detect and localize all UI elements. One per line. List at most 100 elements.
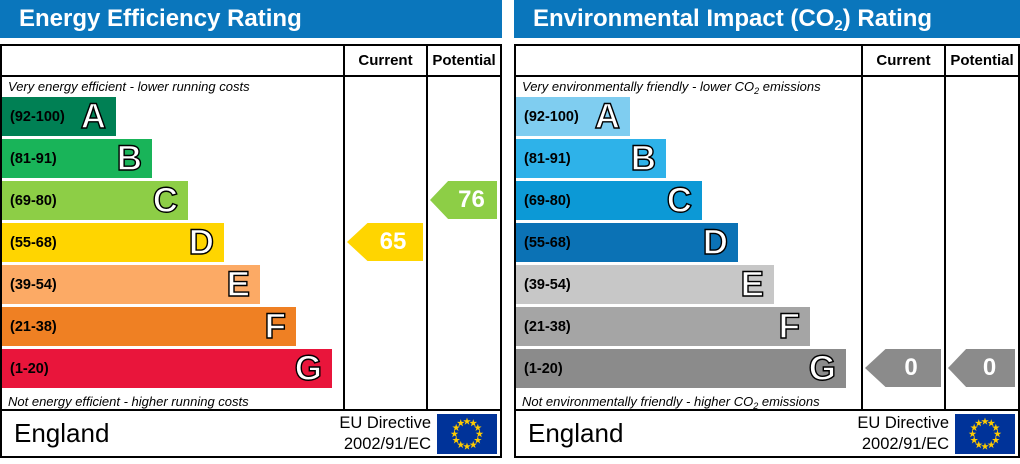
- band-letter: D: [188, 222, 215, 262]
- energy-table-header-row: Current Potential: [2, 46, 500, 77]
- band-letter: C: [666, 180, 693, 220]
- band-range-label: (55-68): [10, 234, 57, 251]
- co2-current-column: 0: [861, 77, 944, 409]
- co2-potential-rating-value: 0: [982, 354, 997, 381]
- energy-bottom-note: Not energy efficient - higher running co…: [2, 391, 343, 409]
- energy-current-column: 65: [343, 77, 426, 409]
- band-letter: B: [630, 138, 657, 178]
- co2-band-row-b: (81-91) B: [516, 138, 861, 181]
- co2-band-bar-c: (69-80) C: [516, 180, 702, 221]
- co2-top-note-sub: 2: [754, 86, 760, 96]
- co2-bottom-note-sub: 2: [753, 401, 759, 409]
- eu-directive-line1: EU Directive: [857, 414, 949, 433]
- eu-directive-line2: 2002/91/EC: [343, 434, 431, 453]
- co2-current-rating-value: 0: [904, 354, 918, 381]
- co2-table-footer: England EU Directive 2002/91/EC: [516, 409, 1018, 456]
- energy-band-bar-a: (92-100) A: [2, 96, 116, 137]
- energy-band-row-c: (69-80) C: [2, 180, 343, 223]
- co2-band-row-c: (69-80) C: [516, 180, 861, 223]
- band-range-label: (92-100): [524, 108, 579, 125]
- band-letter: F: [264, 306, 287, 346]
- co2-top-note-text: Very environmentally friendly - lower CO: [522, 79, 755, 94]
- co2-potential-column-header: Potential: [944, 46, 1018, 75]
- co2-band-row-f: (21-38) F: [516, 306, 861, 349]
- band-letter: A: [594, 96, 621, 136]
- energy-potential-column-header: Potential: [426, 46, 500, 75]
- co2-band-row-a: (92-100) A: [516, 96, 861, 139]
- band-range-label: (81-91): [10, 150, 57, 167]
- energy-potential-column: 76: [426, 77, 500, 409]
- band-range-label: (81-91): [524, 150, 571, 167]
- panel-title-text: Environmental Impact (CO: [533, 5, 835, 32]
- co2-table-header-row: Current Potential: [516, 46, 1018, 77]
- band-letter: G: [294, 348, 323, 388]
- energy-table-footer: England EU Directive 2002/91/EC: [2, 409, 500, 456]
- co2-potential-column: 0: [944, 77, 1018, 409]
- co2-table-body: Very environmentally friendly - lower CO…: [516, 77, 1018, 409]
- co2-band-bar-a: (92-100) A: [516, 96, 630, 137]
- energy-band-row-a: (92-100) A: [2, 96, 343, 139]
- energy-band-chart: Very energy efficient - lower running co…: [2, 77, 343, 409]
- eu-flag-icon: [955, 413, 1015, 454]
- co2-bottom-note-post: emissions: [758, 394, 820, 409]
- co2-band-bar-e: (39-54) E: [516, 264, 774, 305]
- co2-band-row-d: (55-68) D: [516, 222, 861, 265]
- energy-rating-table: Current Potential Very energy efficient …: [0, 44, 502, 458]
- band-range-label: (1-20): [524, 360, 563, 377]
- band-range-label: (1-20): [10, 360, 49, 377]
- eu-directive-line1: EU Directive: [339, 414, 431, 433]
- energy-band-row-e: (39-54) E: [2, 264, 343, 307]
- band-letter: F: [778, 306, 801, 346]
- co2-band-row-g: (1-20) G: [516, 348, 861, 391]
- co2-band-bar-g: (1-20) G: [516, 348, 846, 389]
- co2-current-rating-arrow: 0: [865, 349, 941, 387]
- band-range-label: (39-54): [524, 276, 571, 293]
- energy-top-note: Very energy efficient - lower running co…: [2, 77, 343, 97]
- co2-potential-rating-arrow: 0: [948, 349, 1015, 387]
- energy-band-row-d: (55-68) D: [2, 222, 343, 265]
- energy-bottom-note-text: Not energy efficient - higher running co…: [8, 394, 249, 409]
- co2-band-row-e: (39-54) E: [516, 264, 861, 307]
- band-letter: G: [808, 348, 837, 388]
- energy-band-bar-g: (1-20) G: [2, 348, 332, 389]
- energy-current-column-header: Current: [343, 46, 426, 75]
- band-letter: C: [152, 180, 179, 220]
- environmental-impact-panel: Environmental Impact (CO2) Rating Curren…: [514, 0, 1020, 464]
- energy-top-note-text: Very energy efficient - lower running co…: [8, 79, 250, 94]
- energy-potential-rating-arrow: 76: [430, 181, 497, 219]
- energy-band-bar-f: (21-38) F: [2, 306, 296, 347]
- energy-band-bar-c: (69-80) C: [2, 180, 188, 221]
- energy-band-row-g: (1-20) G: [2, 348, 343, 391]
- panel-title-text-post: ) Rating: [842, 5, 933, 32]
- energy-potential-rating-value: 76: [458, 186, 485, 213]
- energy-band-bar-d: (55-68) D: [2, 222, 224, 263]
- band-range-label: (21-38): [10, 318, 57, 335]
- band-letter: E: [226, 264, 251, 304]
- energy-band-row-f: (21-38) F: [2, 306, 343, 349]
- eu-flag-icon: [437, 413, 497, 454]
- panel-title-subscript: 2: [834, 17, 843, 34]
- co2-bottom-note-text: Not environmentally friendly - higher CO: [522, 394, 754, 409]
- band-range-label: (21-38): [524, 318, 571, 335]
- energy-band-bar-b: (81-91) B: [2, 138, 152, 179]
- band-letter: D: [702, 222, 729, 262]
- energy-table-body: Very energy efficient - lower running co…: [2, 77, 500, 409]
- energy-efficiency-panel: Energy Efficiency Rating Current Potenti…: [0, 0, 502, 464]
- co2-band-bar-f: (21-38) F: [516, 306, 810, 347]
- band-range-label: (39-54): [10, 276, 57, 293]
- eu-directive-label: EU Directive 2002/91/EC: [339, 413, 431, 453]
- co2-band-bar-d: (55-68) D: [516, 222, 738, 263]
- region-label: England: [528, 418, 624, 448]
- eu-directive-line2: 2002/91/EC: [861, 434, 949, 453]
- energy-chart-header-spacer: [2, 46, 343, 75]
- energy-band-bar-e: (39-54) E: [2, 264, 260, 305]
- band-range-label: (69-80): [10, 192, 57, 209]
- energy-current-rating-value: 65: [379, 228, 407, 255]
- co2-band-bar-b: (81-91) B: [516, 138, 666, 179]
- band-range-label: (69-80): [524, 192, 571, 209]
- band-letter: B: [116, 138, 143, 178]
- co2-bottom-note: Not environmentally friendly - higher CO…: [516, 391, 861, 409]
- band-letter: A: [80, 96, 107, 136]
- eu-directive-label: EU Directive 2002/91/EC: [857, 413, 949, 453]
